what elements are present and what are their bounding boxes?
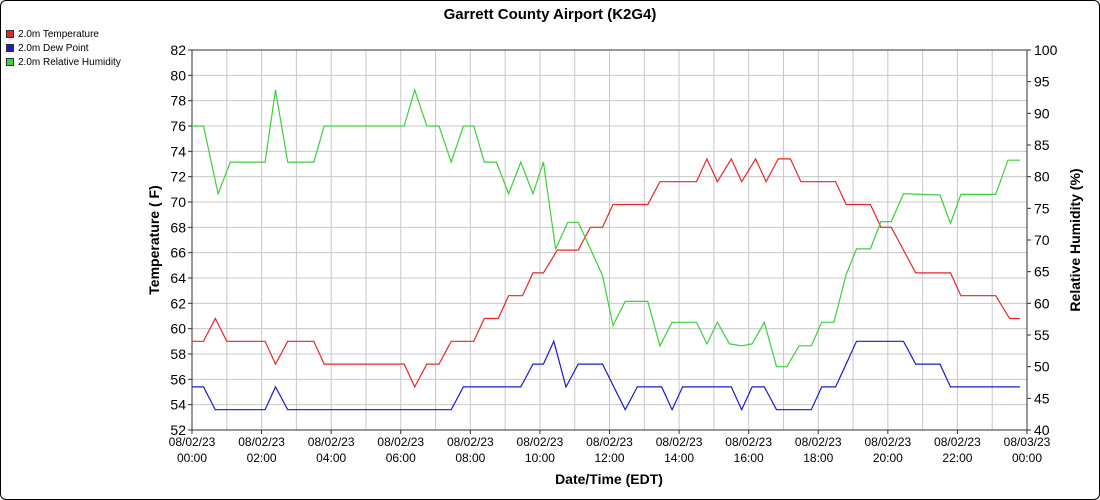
x-tick-label-date: 08/02/23 (238, 435, 285, 449)
legend-swatch-temperature (6, 30, 14, 38)
y-right-tick-label: 85 (1034, 137, 1050, 153)
series-line-2-0m-temperature (192, 157, 1020, 389)
x-tick-label-date: 08/02/23 (169, 435, 216, 449)
x-tick-label-time: 18:00 (803, 451, 833, 465)
y-left-tick-label: 80 (170, 67, 186, 83)
y-right-tick-label: 40 (1034, 422, 1050, 438)
x-tick-label-time: 20:00 (873, 451, 903, 465)
y-left-tick-label: 82 (170, 42, 186, 58)
x-tick-label-date: 08/02/23 (586, 435, 633, 449)
legend-item-dew-point: 2.0m Dew Point (6, 41, 121, 55)
legend-item-relative-humidity: 2.0m Relative Humidity (6, 55, 121, 69)
axes: 52 54 56 58 60 62 64 66 68 70 72 74 76 78 80 82 40 45 50 55… (169, 42, 1058, 465)
x-tick-label-time: 14:00 (664, 451, 694, 465)
y-right-tick-label: 75 (1034, 200, 1050, 216)
x-tick-label-date: 08/02/23 (725, 435, 772, 449)
y-right-tick-label: 55 (1034, 327, 1050, 343)
y-right-tick-label: 50 (1034, 359, 1050, 375)
y-right-tick-label: 45 (1034, 390, 1050, 406)
y-left-tick-label: 70 (170, 194, 186, 210)
y-right-tick-label: 60 (1034, 295, 1050, 311)
series-layer (192, 87, 1020, 412)
y-axis-left-label: Temperature ( F) (146, 185, 162, 294)
y-left-tick-label: 56 (170, 371, 186, 387)
y-left-tick-label: 78 (170, 93, 186, 109)
x-tick-label-date: 08/02/23 (934, 435, 981, 449)
y-left-tick-label: 52 (170, 422, 186, 438)
series-line-2-0m-relative-humidity (192, 87, 1020, 368)
x-tick-label-time: 10:00 (525, 451, 555, 465)
y-left-tick-label: 64 (170, 270, 186, 286)
x-tick-label-date: 08/03/23 (1004, 435, 1051, 449)
y-left-tick-label: 72 (170, 169, 186, 185)
x-tick-label-date: 08/02/23 (447, 435, 494, 449)
y-left-tick-label: 58 (170, 346, 186, 362)
x-tick-label-time: 06:00 (386, 451, 416, 465)
y-right-tick-label: 90 (1034, 105, 1050, 121)
legend-label-relative-humidity: 2.0m Relative Humidity (18, 56, 121, 68)
y-right-tick-label: 70 (1034, 232, 1050, 248)
x-tick-label-date: 08/02/23 (517, 435, 564, 449)
legend-label-temperature: 2.0m Temperature (18, 28, 99, 40)
y-left-tick-label: 66 (170, 245, 186, 261)
x-tick-label-date: 08/02/23 (377, 435, 424, 449)
grid (192, 50, 1027, 430)
x-tick-label-date: 08/02/23 (308, 435, 355, 449)
y-left-tick-label: 60 (170, 321, 186, 337)
x-tick-label-time: 00:00 (1012, 451, 1042, 465)
y-right-tick-label: 100 (1034, 42, 1058, 58)
series-line-2-0m-dew-point (192, 339, 1020, 412)
legend-item-temperature: 2.0m Temperature (6, 27, 121, 41)
legend: 2.0m Temperature 2.0m Dew Point 2.0m Rel… (6, 27, 121, 69)
y-left-tick-label: 74 (170, 143, 186, 159)
legend-label-dew-point: 2.0m Dew Point (18, 42, 89, 54)
x-tick-label-date: 08/02/23 (795, 435, 842, 449)
legend-swatch-relative-humidity (6, 58, 14, 66)
y-left-tick-label: 62 (170, 295, 186, 311)
x-tick-label-time: 12:00 (594, 451, 624, 465)
legend-swatch-dew-point (6, 44, 14, 52)
x-axis-label: Date/Time (EDT) (555, 471, 663, 487)
x-tick-label-date: 08/02/23 (656, 435, 703, 449)
x-tick-label-time: 22:00 (942, 451, 972, 465)
y-left-tick-label: 68 (170, 219, 186, 235)
y-right-tick-label: 65 (1034, 264, 1050, 280)
y-left-tick-label: 76 (170, 118, 186, 134)
x-tick-label-time: 00:00 (177, 451, 207, 465)
y-left-tick-label: 54 (170, 397, 186, 413)
x-tick-label-time: 02:00 (247, 451, 277, 465)
x-tick-label-time: 08:00 (455, 451, 485, 465)
x-tick-label-date: 08/02/23 (864, 435, 911, 449)
y-axis-right-label: Relative Humidity (%) (1067, 168, 1083, 311)
x-tick-label-time: 16:00 (734, 451, 764, 465)
x-tick-label-time: 04:00 (316, 451, 346, 465)
y-right-tick-label: 80 (1034, 169, 1050, 185)
chart-title: Garrett County Airport (K2G4) (444, 6, 657, 23)
y-right-tick-label: 95 (1034, 74, 1050, 90)
